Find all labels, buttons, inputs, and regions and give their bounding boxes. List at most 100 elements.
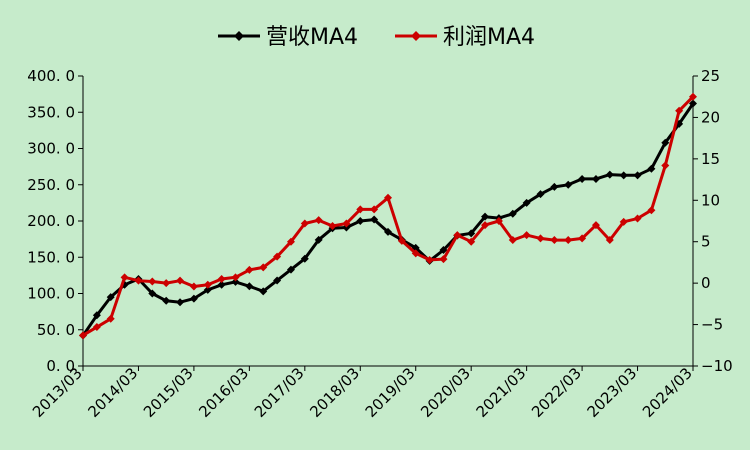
data-point	[536, 190, 545, 199]
legend: 营收MA4 利润MA4	[218, 25, 535, 50]
data-point	[661, 161, 670, 170]
data-point	[286, 237, 295, 246]
x-tick-label: 2018/03	[306, 364, 363, 421]
data-point	[148, 277, 157, 286]
data-point	[384, 193, 392, 202]
data-point	[176, 276, 185, 285]
data-point	[259, 287, 268, 296]
data-point	[467, 237, 476, 246]
data-point	[508, 209, 517, 218]
series-line-1	[82, 95, 695, 337]
y-left-tick-label: 100. 0	[27, 285, 75, 303]
data-point	[162, 296, 171, 305]
data-point	[356, 217, 365, 225]
data-point	[536, 234, 545, 243]
data-point	[689, 92, 697, 101]
x-tick-label: 2022/03	[528, 364, 585, 421]
data-point	[425, 255, 434, 264]
data-point	[245, 282, 254, 291]
data-point	[217, 280, 226, 289]
data-point	[189, 294, 198, 303]
data-point	[605, 236, 614, 245]
y-left-tick-label: 150. 0	[27, 248, 75, 266]
data-point	[79, 331, 87, 340]
x-tick-label: 2020/03	[417, 364, 474, 421]
data-point	[564, 236, 573, 245]
data-point	[619, 217, 628, 226]
data-point	[273, 252, 282, 261]
data-point	[148, 289, 157, 298]
data-point	[356, 205, 365, 214]
data-point	[494, 217, 503, 225]
data-point	[481, 221, 490, 230]
data-point	[411, 249, 420, 258]
data-point	[342, 223, 351, 232]
data-point	[300, 219, 309, 228]
data-point	[605, 170, 614, 179]
data-point	[259, 263, 268, 272]
x-tick-label: 2016/03	[195, 364, 252, 421]
data-point	[370, 215, 379, 224]
data-point	[522, 198, 531, 207]
data-point	[314, 216, 323, 225]
y-left-tick-label: 400. 0	[27, 67, 75, 85]
data-point	[661, 138, 670, 147]
y-right-tick-label: 10	[701, 191, 720, 209]
data-point	[342, 219, 351, 228]
data-point	[92, 323, 101, 332]
data-point	[397, 236, 406, 245]
data-point	[189, 282, 198, 291]
data-point	[481, 212, 490, 221]
legend-label-1: 利润MA4	[443, 25, 535, 50]
data-point	[564, 180, 573, 189]
data-point	[647, 164, 656, 173]
y-right-tick-label: 15	[701, 150, 720, 168]
data-point	[245, 265, 254, 274]
data-point	[633, 214, 642, 223]
data-point	[591, 221, 600, 230]
data-point	[689, 99, 697, 108]
data-point	[134, 276, 143, 285]
data-point	[578, 234, 587, 243]
y-right-tick-label: 20	[701, 108, 720, 126]
data-point	[647, 206, 656, 215]
data-point	[273, 276, 282, 285]
data-point	[203, 285, 212, 294]
data-point	[453, 231, 462, 240]
data-point	[106, 293, 115, 302]
data-point	[176, 298, 185, 307]
data-point	[550, 182, 559, 191]
x-tick-label: 2017/03	[251, 364, 308, 421]
data-point	[384, 227, 392, 236]
data-point	[467, 229, 476, 238]
y-right-tick-label: 5	[701, 233, 711, 251]
data-point	[231, 273, 240, 282]
y-right-tick-label: −10	[701, 357, 733, 375]
y-left-tick-label: 300. 0	[27, 140, 75, 158]
legend-marker-1	[411, 31, 421, 41]
data-point	[106, 314, 115, 323]
data-point	[286, 265, 295, 274]
y-left-tick-label: 250. 0	[27, 176, 75, 194]
data-point	[300, 254, 309, 263]
data-point	[217, 275, 226, 283]
data-point	[522, 231, 531, 240]
data-point	[633, 171, 642, 180]
data-point	[328, 221, 337, 230]
data-point	[619, 171, 628, 180]
x-tick-label: 2021/03	[473, 364, 530, 421]
data-point	[203, 280, 212, 289]
data-point	[550, 236, 559, 245]
legend-label-0: 营收MA4	[266, 25, 358, 50]
y-right-tick-label: 0	[701, 274, 711, 292]
x-tick-label: 2014/03	[84, 364, 141, 421]
data-point	[578, 174, 587, 183]
y-left-tick-label: 200. 0	[27, 212, 75, 230]
plot-area	[79, 92, 697, 340]
data-point	[120, 273, 129, 282]
data-point	[591, 174, 600, 183]
y-left-tick-label: 0. 0	[46, 357, 75, 375]
x-tick-label: 2019/03	[362, 364, 419, 421]
x-tick-label: 2023/03	[584, 364, 641, 421]
